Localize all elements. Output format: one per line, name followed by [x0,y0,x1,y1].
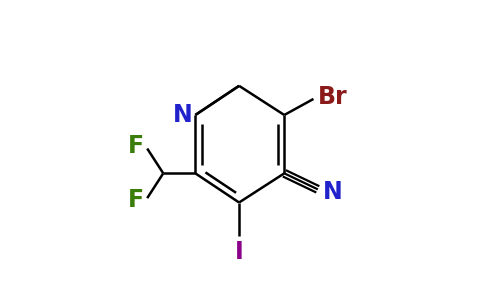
Text: N: N [173,103,193,127]
Text: Br: Br [318,85,348,109]
Text: I: I [235,239,243,263]
Text: F: F [128,134,144,158]
Text: F: F [128,188,144,212]
Text: N: N [323,180,343,204]
